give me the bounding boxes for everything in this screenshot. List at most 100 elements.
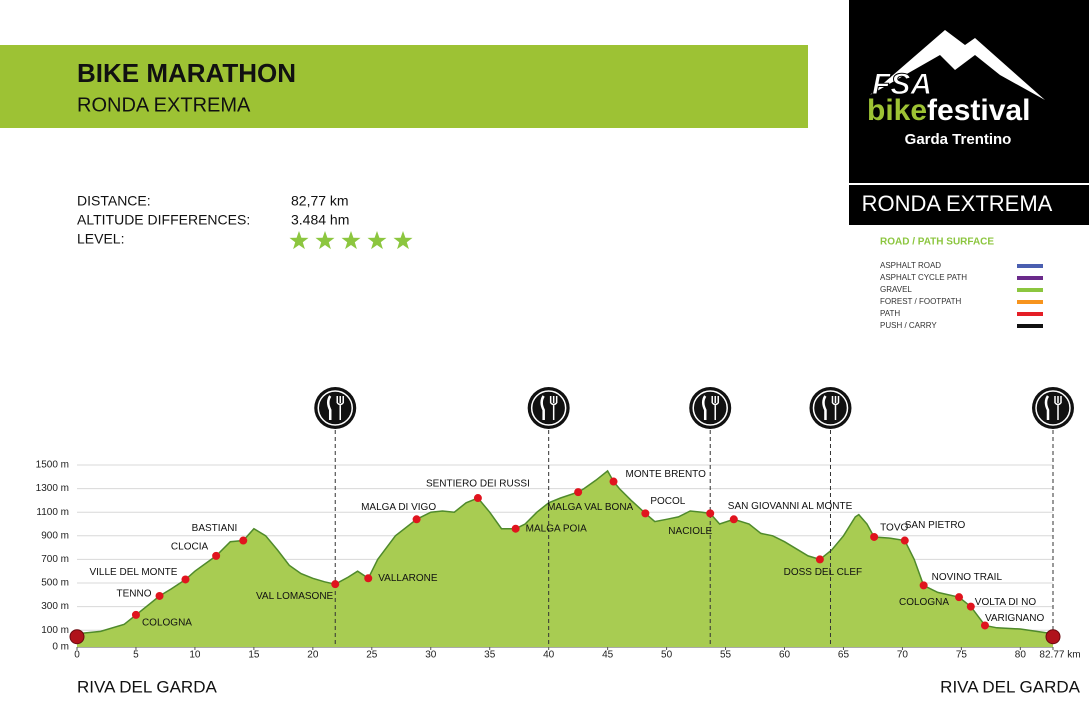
waypoint-label: MALGA VAL BONA — [547, 502, 633, 513]
x-tick-label: 15 — [248, 650, 260, 661]
waypoint-label: BASTIANI — [192, 523, 238, 534]
x-tick-label: 45 — [602, 650, 614, 661]
waypoint-label: VARIGNANO — [985, 613, 1044, 624]
waypoint-label: TOVO — [880, 523, 908, 534]
x-tick-label: 20 — [307, 650, 319, 661]
icon-bg — [1032, 387, 1074, 429]
waypoint-dot — [364, 574, 373, 583]
legend-swatch — [1017, 264, 1043, 268]
y-tick-label: 500 m — [41, 578, 69, 589]
subtitle: RONDA EXTREMA — [77, 94, 251, 116]
endpoint-dot — [69, 629, 85, 645]
icon-bg — [527, 387, 570, 429]
end-label: RIVA DEL GARDA — [940, 677, 1080, 696]
food-station-icon — [527, 387, 570, 429]
x-tick-label: 80 — [1015, 650, 1027, 661]
waypoint-dot — [212, 551, 221, 560]
waypoint-dot — [870, 532, 879, 541]
stat-label: DISTANCE: — [77, 193, 151, 209]
level-star — [393, 231, 413, 250]
waypoint-label: TENNO — [117, 589, 152, 600]
icon-fork — [1054, 396, 1062, 420]
waypoint-dot — [641, 509, 650, 518]
waypoint-label: MONTE BRENTO — [626, 469, 707, 480]
waypoint-dot — [955, 593, 964, 602]
elevation-area — [77, 470, 1053, 647]
icon-ring — [812, 390, 849, 426]
legend-label: PUSH / CARRY — [880, 321, 937, 330]
waypoint-dot — [155, 591, 164, 600]
waypoint-dot — [131, 610, 140, 619]
y-tick-label: 0 m — [52, 642, 69, 653]
y-tick-label: 700 m — [41, 554, 69, 565]
waypoint-dot — [239, 536, 248, 545]
icon-fork — [336, 396, 344, 420]
icon-knife — [822, 395, 827, 420]
waypoint-label: NACIOLE — [668, 526, 712, 537]
waypoint-label: VAL LOMASONE — [256, 591, 334, 602]
legend-label: PATH — [880, 309, 900, 318]
endpoint-dot — [1045, 629, 1061, 645]
stat-value: 3.484 hm — [291, 212, 349, 228]
icon-bg — [809, 387, 852, 429]
legend-label: ASPHALT CYCLE PATH — [880, 273, 967, 282]
x-tick-label: 55 — [720, 650, 732, 661]
y-tick-label: 1100 m — [36, 507, 69, 518]
icon-knife — [326, 395, 332, 420]
stat-label: LEVEL: — [77, 231, 124, 247]
level-star — [315, 231, 335, 250]
waypoint-label: COLOGNA — [142, 618, 192, 629]
legend-swatch — [1017, 288, 1043, 292]
waypoint-dot — [980, 621, 989, 630]
food-station-icon — [1032, 387, 1074, 429]
icon-fork — [711, 396, 719, 420]
icon-fork — [831, 396, 840, 420]
level-star — [289, 231, 309, 250]
icon-ring — [530, 390, 567, 426]
icon-fork — [549, 396, 558, 420]
legend-label: GRAVEL — [880, 285, 912, 294]
waypoint-label: MALGA DI VIGO — [361, 502, 436, 513]
legend-title: ROAD / PATH SURFACE — [880, 237, 994, 248]
x-tick-label: 75 — [956, 650, 968, 661]
icon-ring — [692, 390, 728, 426]
logo-name: bikefestival — [867, 94, 1030, 127]
legend-label: ASPHALT ROAD — [880, 261, 941, 270]
y-tick-label: 1300 m — [36, 483, 69, 494]
icon-ring — [317, 390, 353, 426]
icon-ring — [1035, 390, 1071, 426]
x-tick-label: 60 — [779, 650, 791, 661]
legend-swatch — [1017, 276, 1043, 280]
stat-value: 82,77 km — [291, 193, 349, 209]
icon-knife — [701, 395, 707, 420]
logo-box — [849, 0, 1089, 183]
x-tick-label: 82.77 km — [1039, 650, 1080, 661]
stat-label: ALTITUDE DIFFERENCES: — [77, 212, 250, 228]
waypoint-label: CLOCIA — [171, 542, 209, 553]
x-tick-label: 35 — [484, 650, 496, 661]
waypoint-dot — [331, 580, 340, 589]
x-tick-label: 65 — [838, 650, 850, 661]
waypoint-label: MALGA POIA — [526, 523, 587, 534]
x-tick-label: 50 — [661, 650, 673, 661]
waypoint-label: POCOL — [650, 496, 685, 507]
x-tick-label: 30 — [425, 650, 437, 661]
waypoint-dot — [412, 515, 421, 524]
legend-swatch — [1017, 300, 1043, 304]
waypoint-dot — [729, 515, 738, 524]
food-station-icon — [314, 387, 357, 429]
waypoint-dot — [473, 494, 482, 503]
legend-swatch — [1017, 312, 1043, 316]
icon-bg — [689, 387, 732, 429]
waypoint-label: SENTIERO DEI RUSSI — [426, 479, 530, 490]
waypoint-label: SAN PIETRO — [905, 520, 966, 531]
y-tick-label: 1500 m — [36, 460, 69, 471]
route-box — [849, 185, 1089, 225]
legend-label: FOREST / FOOTPATH — [880, 297, 962, 306]
logo-brand: FSA — [872, 68, 932, 101]
title: BIKE MARATHON — [77, 58, 296, 88]
waypoint-dot — [706, 509, 715, 518]
x-tick-label: 5 — [133, 650, 139, 661]
